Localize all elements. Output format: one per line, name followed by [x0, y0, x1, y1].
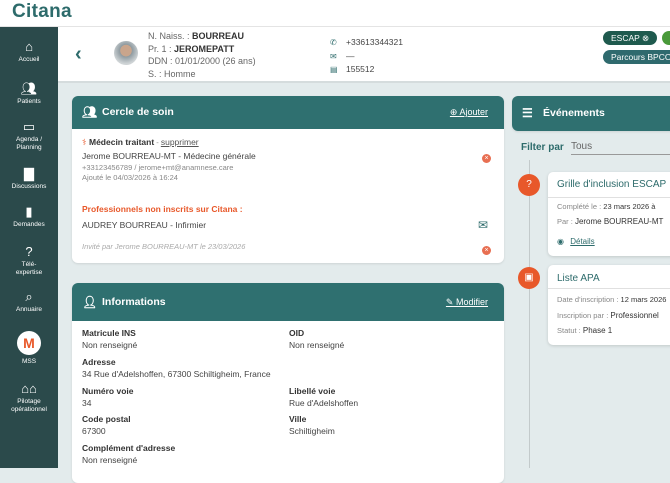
document-icon: ▮ [25, 204, 33, 219]
sidebar-item-patients[interactable]: 👥︎ Patients [0, 82, 58, 106]
question-icon: ? [25, 244, 33, 259]
calendar-icon: ▭ [22, 119, 36, 134]
clipboard-clock-icon: ▣ [518, 267, 540, 289]
information-card: 👤︎ Informations ✎ Modifier Matricule INS … [72, 283, 504, 483]
patient-contact: ✆ +33613344321 ✉ — ▤ 155512 [330, 36, 403, 77]
remove-invite-icon[interactable]: × [482, 246, 491, 255]
users-icon: 👥︎ [20, 81, 38, 96]
chat-icon: ▇ [24, 166, 34, 181]
add-button[interactable]: ⊕ Ajouter [449, 107, 488, 117]
top-bar: Citana [0, 0, 670, 27]
pencil-icon: ✎ [445, 297, 454, 307]
details-link[interactable]: Détails [570, 237, 595, 246]
filter-select[interactable]: Tous [571, 141, 670, 155]
phone-icon: ✆ [330, 38, 337, 47]
sidebar-item-mss[interactable]: M MSS [0, 331, 58, 366]
event-card: Grille d'inclusion ESCAP Complété le : 2… [548, 172, 670, 256]
care-circle-card: 👥︎ Cercle de soin ⊕ Ajouter ⚕ Médecin tra… [72, 96, 504, 263]
logo[interactable]: Citana [12, 1, 72, 22]
sidebar: ⌂ Accueil 👥︎ Patients ▭ Agenda / Planning ▇… [0, 27, 58, 468]
event-card: Liste APA Date d'inscription : 12 mars 2… [548, 265, 670, 345]
mss-icon: M [17, 331, 41, 355]
group-icon: 👥︎ [82, 105, 98, 119]
avatar [114, 41, 138, 65]
stethoscope-icon: ⚕ [82, 137, 87, 147]
sidebar-item-discussions[interactable]: ▇ Discussions [0, 167, 58, 191]
invite-mail-icon[interactable]: ✉ [478, 218, 489, 232]
tag-escap[interactable]: ESCAP ⊗ [603, 31, 658, 45]
back-chevron-icon[interactable]: ‹ [75, 43, 82, 65]
close-icon[interactable]: ⊗ [642, 33, 650, 43]
form-icon: ? [518, 174, 540, 196]
sidebar-item-tele-expertise[interactable]: ? Télé-expertise [0, 245, 58, 276]
houses-icon: ⌂⌂ [21, 381, 37, 396]
tag-parcours-bpco[interactable]: Parcours BPCO [603, 50, 670, 64]
remove-doctor-link[interactable]: supprimer [160, 137, 199, 147]
id-icon: ▤ [330, 65, 338, 74]
tag-extra[interactable] [662, 31, 670, 45]
patient-identity: N. Naiss. : BOURREAU Pr. 1 : JEROMEPATT … [148, 31, 256, 79]
sidebar-item-pilotage[interactable]: ⌂⌂ Pilotage opérationnel [0, 382, 58, 413]
list-icon: ☰ [522, 106, 533, 120]
map-search-icon: ⌕ [25, 289, 33, 304]
card-title: Cercle de soin [102, 106, 174, 118]
remove-doctor-icon[interactable]: × [482, 154, 491, 163]
person-icon: 👤︎ [82, 295, 98, 309]
edit-button[interactable]: ✎ Modifier [445, 297, 488, 307]
sidebar-item-demandes[interactable]: ▮ Demandes [0, 205, 58, 229]
home-icon: ⌂ [25, 39, 33, 54]
patient-header: ‹ N. Naiss. : BOURREAU Pr. 1 : JEROMEPAT… [58, 27, 670, 83]
sidebar-item-annuaire[interactable]: ⌕ Annuaire [0, 290, 58, 314]
plus-icon: ⊕ [449, 107, 458, 117]
mail-icon: ✉ [330, 51, 337, 61]
timeline-line [529, 160, 530, 468]
events-header: ☰ Événements [512, 96, 670, 131]
eye-icon: ◉ [557, 237, 564, 246]
sidebar-item-agenda[interactable]: ▭ Agenda / Planning [0, 120, 58, 151]
sidebar-item-accueil[interactable]: ⌂ Accueil [0, 40, 58, 64]
